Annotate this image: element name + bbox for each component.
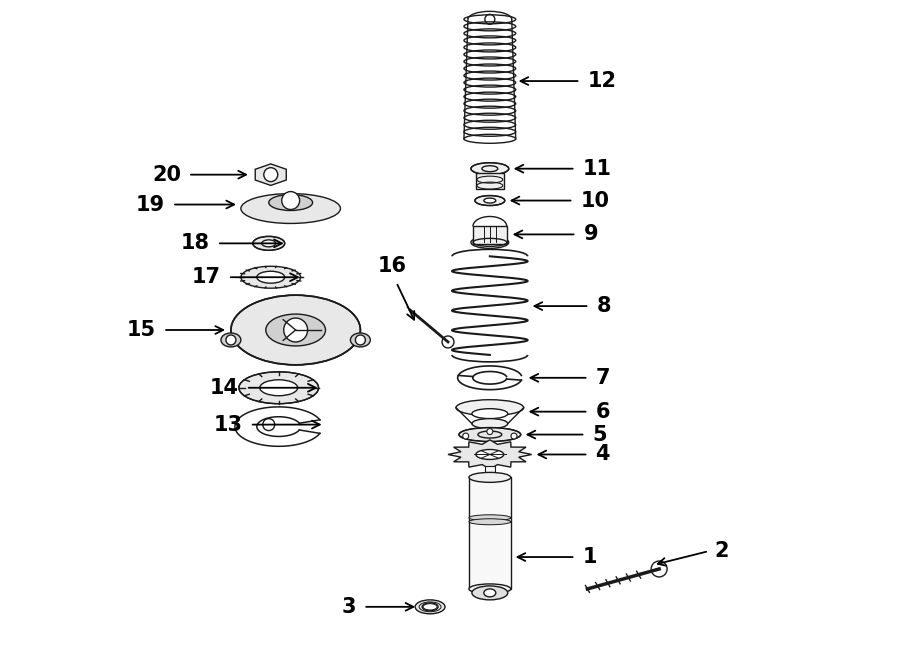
Ellipse shape bbox=[266, 314, 326, 346]
Text: 9: 9 bbox=[583, 224, 599, 245]
Text: 14: 14 bbox=[210, 377, 239, 398]
Text: 15: 15 bbox=[127, 320, 157, 340]
Ellipse shape bbox=[484, 198, 496, 203]
Text: 11: 11 bbox=[582, 159, 611, 178]
Text: 1: 1 bbox=[582, 547, 597, 567]
Circle shape bbox=[463, 433, 469, 439]
Ellipse shape bbox=[231, 295, 360, 365]
Text: 2: 2 bbox=[714, 541, 728, 561]
Text: 10: 10 bbox=[580, 190, 609, 211]
Polygon shape bbox=[256, 164, 286, 186]
Ellipse shape bbox=[478, 431, 502, 438]
Text: 18: 18 bbox=[181, 233, 210, 253]
Text: 7: 7 bbox=[596, 368, 610, 388]
Bar bbox=[485, 467, 495, 477]
Text: 4: 4 bbox=[596, 444, 610, 465]
Ellipse shape bbox=[241, 194, 340, 223]
Ellipse shape bbox=[260, 380, 298, 396]
Circle shape bbox=[485, 15, 495, 24]
Ellipse shape bbox=[415, 600, 445, 614]
Text: 8: 8 bbox=[597, 296, 611, 316]
Ellipse shape bbox=[471, 163, 508, 175]
Circle shape bbox=[487, 428, 493, 434]
Circle shape bbox=[284, 318, 308, 342]
Ellipse shape bbox=[469, 515, 510, 521]
Ellipse shape bbox=[469, 473, 510, 483]
Circle shape bbox=[263, 418, 274, 430]
Ellipse shape bbox=[471, 237, 508, 249]
Text: 13: 13 bbox=[214, 414, 243, 434]
Circle shape bbox=[511, 433, 517, 439]
Text: 19: 19 bbox=[136, 194, 166, 215]
Circle shape bbox=[226, 335, 236, 345]
Ellipse shape bbox=[221, 333, 241, 347]
Ellipse shape bbox=[253, 237, 284, 251]
Ellipse shape bbox=[456, 400, 524, 416]
Text: 17: 17 bbox=[192, 267, 221, 288]
Circle shape bbox=[356, 335, 365, 345]
Circle shape bbox=[442, 336, 454, 348]
Ellipse shape bbox=[459, 428, 521, 442]
Ellipse shape bbox=[472, 408, 508, 418]
Ellipse shape bbox=[269, 194, 312, 210]
Ellipse shape bbox=[472, 586, 508, 600]
Ellipse shape bbox=[238, 372, 319, 404]
Circle shape bbox=[282, 192, 300, 210]
Ellipse shape bbox=[241, 266, 301, 288]
Ellipse shape bbox=[469, 584, 510, 594]
Text: 16: 16 bbox=[378, 256, 407, 276]
Ellipse shape bbox=[472, 418, 508, 428]
Ellipse shape bbox=[422, 603, 438, 611]
Text: 20: 20 bbox=[152, 165, 181, 184]
Polygon shape bbox=[448, 440, 532, 469]
Ellipse shape bbox=[484, 589, 496, 597]
Ellipse shape bbox=[469, 519, 510, 525]
Bar bbox=[469, 518, 510, 522]
Ellipse shape bbox=[475, 196, 505, 206]
Bar bbox=[476, 173, 504, 188]
Ellipse shape bbox=[476, 449, 504, 459]
Text: 12: 12 bbox=[588, 71, 617, 91]
Text: 6: 6 bbox=[596, 402, 610, 422]
Circle shape bbox=[652, 561, 667, 577]
Text: 3: 3 bbox=[342, 597, 356, 617]
Bar bbox=[472, 227, 507, 245]
Ellipse shape bbox=[262, 240, 275, 247]
Bar bbox=[469, 477, 510, 589]
Ellipse shape bbox=[350, 333, 370, 347]
Circle shape bbox=[264, 168, 278, 182]
Ellipse shape bbox=[256, 271, 284, 283]
Text: 5: 5 bbox=[592, 424, 607, 445]
